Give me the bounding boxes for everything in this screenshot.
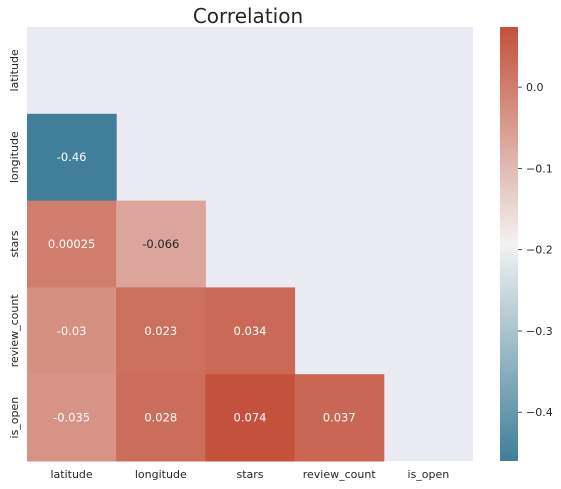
- cell-annotations: -0.46 0.00025 -0.066 -0.03 0.023 0.034 -0.035 0…: [48, 150, 356, 424]
- x-tick-label-latitude: latitude: [50, 468, 92, 481]
- cell-value-label: 0.074: [234, 411, 267, 425]
- heatmap-cell-is_open-review_count: [294, 374, 385, 462]
- x-tick-label-stars: stars: [236, 468, 263, 481]
- y-tick-label-longitude: longitude: [8, 131, 21, 183]
- heatmap-cell-longitude-latitude: [27, 113, 117, 202]
- chart-title: Correlation: [193, 4, 303, 28]
- heatmap-cell-stars-longitude: [116, 200, 206, 288]
- colorbar-tick-label: −0.1: [526, 162, 553, 175]
- y-tick-label-latitude: latitude: [8, 49, 21, 91]
- y-axis-tick-labels: latitude longitude stars review_count is_ope…: [8, 49, 21, 438]
- heatmap-cell-is_open-stars: [205, 374, 296, 462]
- x-tick-label-is_open: is_open: [408, 468, 450, 481]
- colorbar-tick-label: −0.2: [526, 244, 553, 257]
- heatmap-cell-review_count-latitude: [27, 287, 117, 375]
- heatmap-cell-is_open-latitude: [27, 374, 117, 462]
- x-axis-tick-labels: latitude longitude stars review_count is_ope…: [50, 468, 449, 481]
- colorbar-gradient: [500, 27, 518, 461]
- heatmap-cell-review_count-longitude: [116, 287, 206, 375]
- heatmap-cell-is_open-longitude: [116, 374, 206, 462]
- cell-value-label: 0.023: [144, 324, 177, 338]
- x-tick-label-longitude: longitude: [135, 468, 187, 481]
- heatmap-cells: [27, 113, 385, 462]
- y-tick-label-review_count: review_count: [8, 294, 21, 368]
- colorbar: 0.0 −0.1 −0.2 −0.3 −0.4: [500, 27, 553, 461]
- cell-value-label: -0.46: [57, 150, 87, 164]
- heatmap-cell-review_count-stars: [205, 287, 296, 375]
- cell-value-label: -0.03: [57, 324, 87, 338]
- colorbar-tick-label: −0.4: [526, 406, 553, 419]
- cell-value-label: -0.066: [142, 237, 179, 251]
- cell-value-label: 0.028: [144, 411, 177, 425]
- cell-value-label: 0.00025: [48, 237, 96, 251]
- x-tick-label-review_count: review_count: [303, 468, 377, 481]
- cell-value-label: -0.035: [53, 411, 90, 425]
- y-tick-label-is_open: is_open: [8, 397, 21, 439]
- colorbar-tick-label: 0.0: [526, 81, 544, 94]
- cell-value-label: 0.037: [323, 411, 356, 425]
- heatmap-cell-stars-latitude: [27, 200, 117, 288]
- cell-value-label: 0.034: [234, 324, 267, 338]
- y-tick-label-stars: stars: [8, 230, 21, 257]
- colorbar-tick-label: −0.3: [526, 325, 553, 338]
